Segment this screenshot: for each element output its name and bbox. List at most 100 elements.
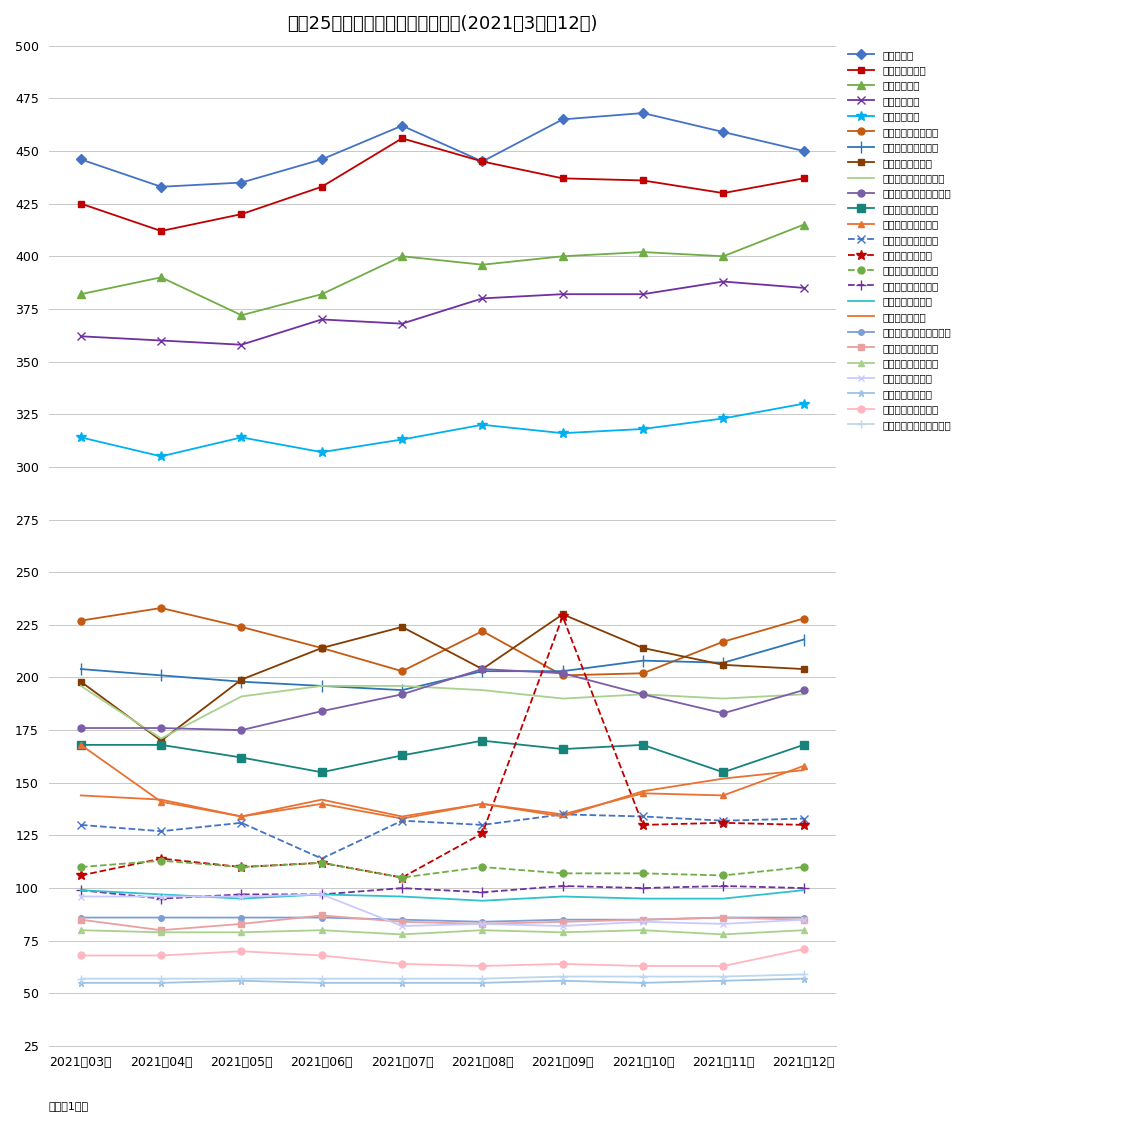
千葉県千葉市中央区 (556, 866, 570, 880)
静岡県浜松市中区 (716, 974, 730, 988)
神奈川県川崎市川崎区 (636, 688, 649, 702)
神奈川県川崎市川崎区 (234, 690, 248, 704)
福岡県北九州市小倉北区 (74, 972, 88, 986)
大阪府堺市堺区 (74, 789, 88, 803)
新潟県新潟市中央区 (797, 923, 811, 937)
東京都千代田区 (636, 174, 649, 188)
千葉県千葉市中央区 (396, 871, 409, 885)
岡山県岡山市北区 (556, 889, 570, 903)
神奈川県相模原市中央区 (636, 913, 649, 927)
福岡県北九州市小倉北区 (797, 968, 811, 981)
神奈川県相模原市中央区 (716, 911, 730, 924)
神奈川県相模原市中央区 (556, 913, 570, 927)
東京都港区 (234, 176, 248, 190)
福岡県北九州市小倉北区 (636, 970, 649, 984)
兵庫県神戸市中央区 (234, 750, 248, 764)
宮城県仙台市青葉区 (556, 879, 570, 893)
東京都千代田区 (234, 207, 248, 221)
静岡県浜松市中区 (315, 976, 329, 989)
東京都新宿区 (74, 431, 88, 445)
広島県広島市中区 (315, 856, 329, 870)
福岡県北九州市小倉北区 (155, 972, 168, 986)
北海道札幌市中央区 (797, 913, 811, 927)
Text: 単位：1万円: 単位：1万円 (49, 1101, 89, 1111)
静岡県静岡市葵区 (716, 918, 730, 931)
愛知県名古屋市中区 (716, 789, 730, 803)
神奈川県相模原市中央区 (315, 911, 329, 924)
兵庫県神戸市中央区 (315, 765, 329, 779)
Line: 埼玉県さいたま市浦和区: 埼玉県さいたま市浦和区 (77, 665, 807, 733)
静岡県静岡市葵区 (234, 889, 248, 903)
福岡県福岡市中央区 (716, 814, 730, 828)
新潟県新潟市中央区 (155, 926, 168, 939)
東京都渋谷区 (797, 218, 811, 232)
東京都千代田区 (475, 155, 489, 168)
神奈川県川崎市川崎区 (475, 683, 489, 697)
東京都渋谷区 (396, 249, 409, 263)
大阪府堺市堺区 (797, 763, 811, 777)
東京都渋谷区 (234, 308, 248, 322)
熊本県熊本市中央区 (155, 948, 168, 962)
岡山県岡山市北区 (716, 891, 730, 905)
Line: 静岡県浜松市中区: 静岡県浜松市中区 (77, 976, 807, 986)
岡山県岡山市北区 (234, 891, 248, 905)
岡山県岡山市北区 (315, 888, 329, 902)
千葉県千葉市中央区 (155, 854, 168, 868)
神奈川県相模原市中央区 (475, 915, 489, 929)
Line: 東京都中央区: 東京都中央区 (76, 277, 807, 349)
Line: 東京都港区: 東京都港区 (77, 109, 807, 190)
東京都渋谷区 (636, 246, 649, 259)
京都府京都市中京区 (797, 612, 811, 625)
東京都新宿区 (716, 412, 730, 425)
福岡県福岡市中央区 (315, 852, 329, 865)
熊本県熊本市中央区 (716, 960, 730, 973)
神奈川県相模原市中央区 (797, 911, 811, 924)
北海道札幌市中央区 (155, 923, 168, 937)
静岡県浜松市中区 (556, 974, 570, 988)
東京都港区 (475, 155, 489, 168)
京都府京都市中京区 (716, 634, 730, 648)
広島県広島市中区 (74, 869, 88, 882)
東京都中央区 (716, 275, 730, 289)
岡山県岡山市北区 (396, 889, 409, 903)
愛知県名古屋市中区 (315, 797, 329, 811)
東京都新宿区 (155, 449, 168, 463)
静岡県静岡市葵区 (74, 889, 88, 903)
大阪府堺市堺区 (155, 792, 168, 806)
静岡県静岡市葵区 (396, 919, 409, 932)
静岡県浜松市中区 (396, 976, 409, 989)
広島県広島市中区 (636, 819, 649, 832)
宮城県仙台市青葉区 (396, 881, 409, 895)
東京都渋谷区 (556, 249, 570, 263)
神奈川県相模原市中央区 (155, 911, 168, 924)
福岡県北九州市小倉北区 (315, 972, 329, 986)
Line: 神奈川県川崎市川崎区: 神奈川県川崎市川崎区 (81, 686, 804, 739)
福岡県北九州市小倉北区 (556, 970, 570, 984)
東京都中央区 (475, 291, 489, 305)
神奈川県川崎市川崎区 (74, 679, 88, 692)
千葉県千葉市中央区 (797, 861, 811, 874)
千葉県千葉市中央区 (234, 861, 248, 874)
兵庫県神戸市中央区 (797, 738, 811, 752)
岡山県岡山市北区 (797, 883, 811, 897)
北海道札幌市中央区 (716, 911, 730, 924)
千葉県千葉市中央区 (636, 866, 649, 880)
熊本県熊本市中央区 (636, 960, 649, 973)
岡山県岡山市北区 (155, 888, 168, 902)
静岡県静岡市葵区 (556, 919, 570, 932)
福岡県福岡市中央区 (636, 810, 649, 823)
兵庫県神戸市中央区 (155, 738, 168, 752)
静岡県静岡市葵区 (155, 889, 168, 903)
熊本県熊本市中央区 (315, 948, 329, 962)
大阪府大阪市北区 (315, 641, 329, 655)
熊本県熊本市中央区 (556, 957, 570, 971)
広島県広島市中区 (155, 852, 168, 865)
千葉県千葉市中央区 (315, 856, 329, 870)
東京都港区 (797, 144, 811, 158)
大阪府堺市堺区 (556, 810, 570, 823)
北海道札幌市中央区 (475, 918, 489, 931)
東京都千代田区 (315, 180, 329, 193)
兵庫県神戸市中央区 (74, 738, 88, 752)
東京都中央区 (556, 288, 570, 301)
東京都千代田区 (797, 172, 811, 185)
